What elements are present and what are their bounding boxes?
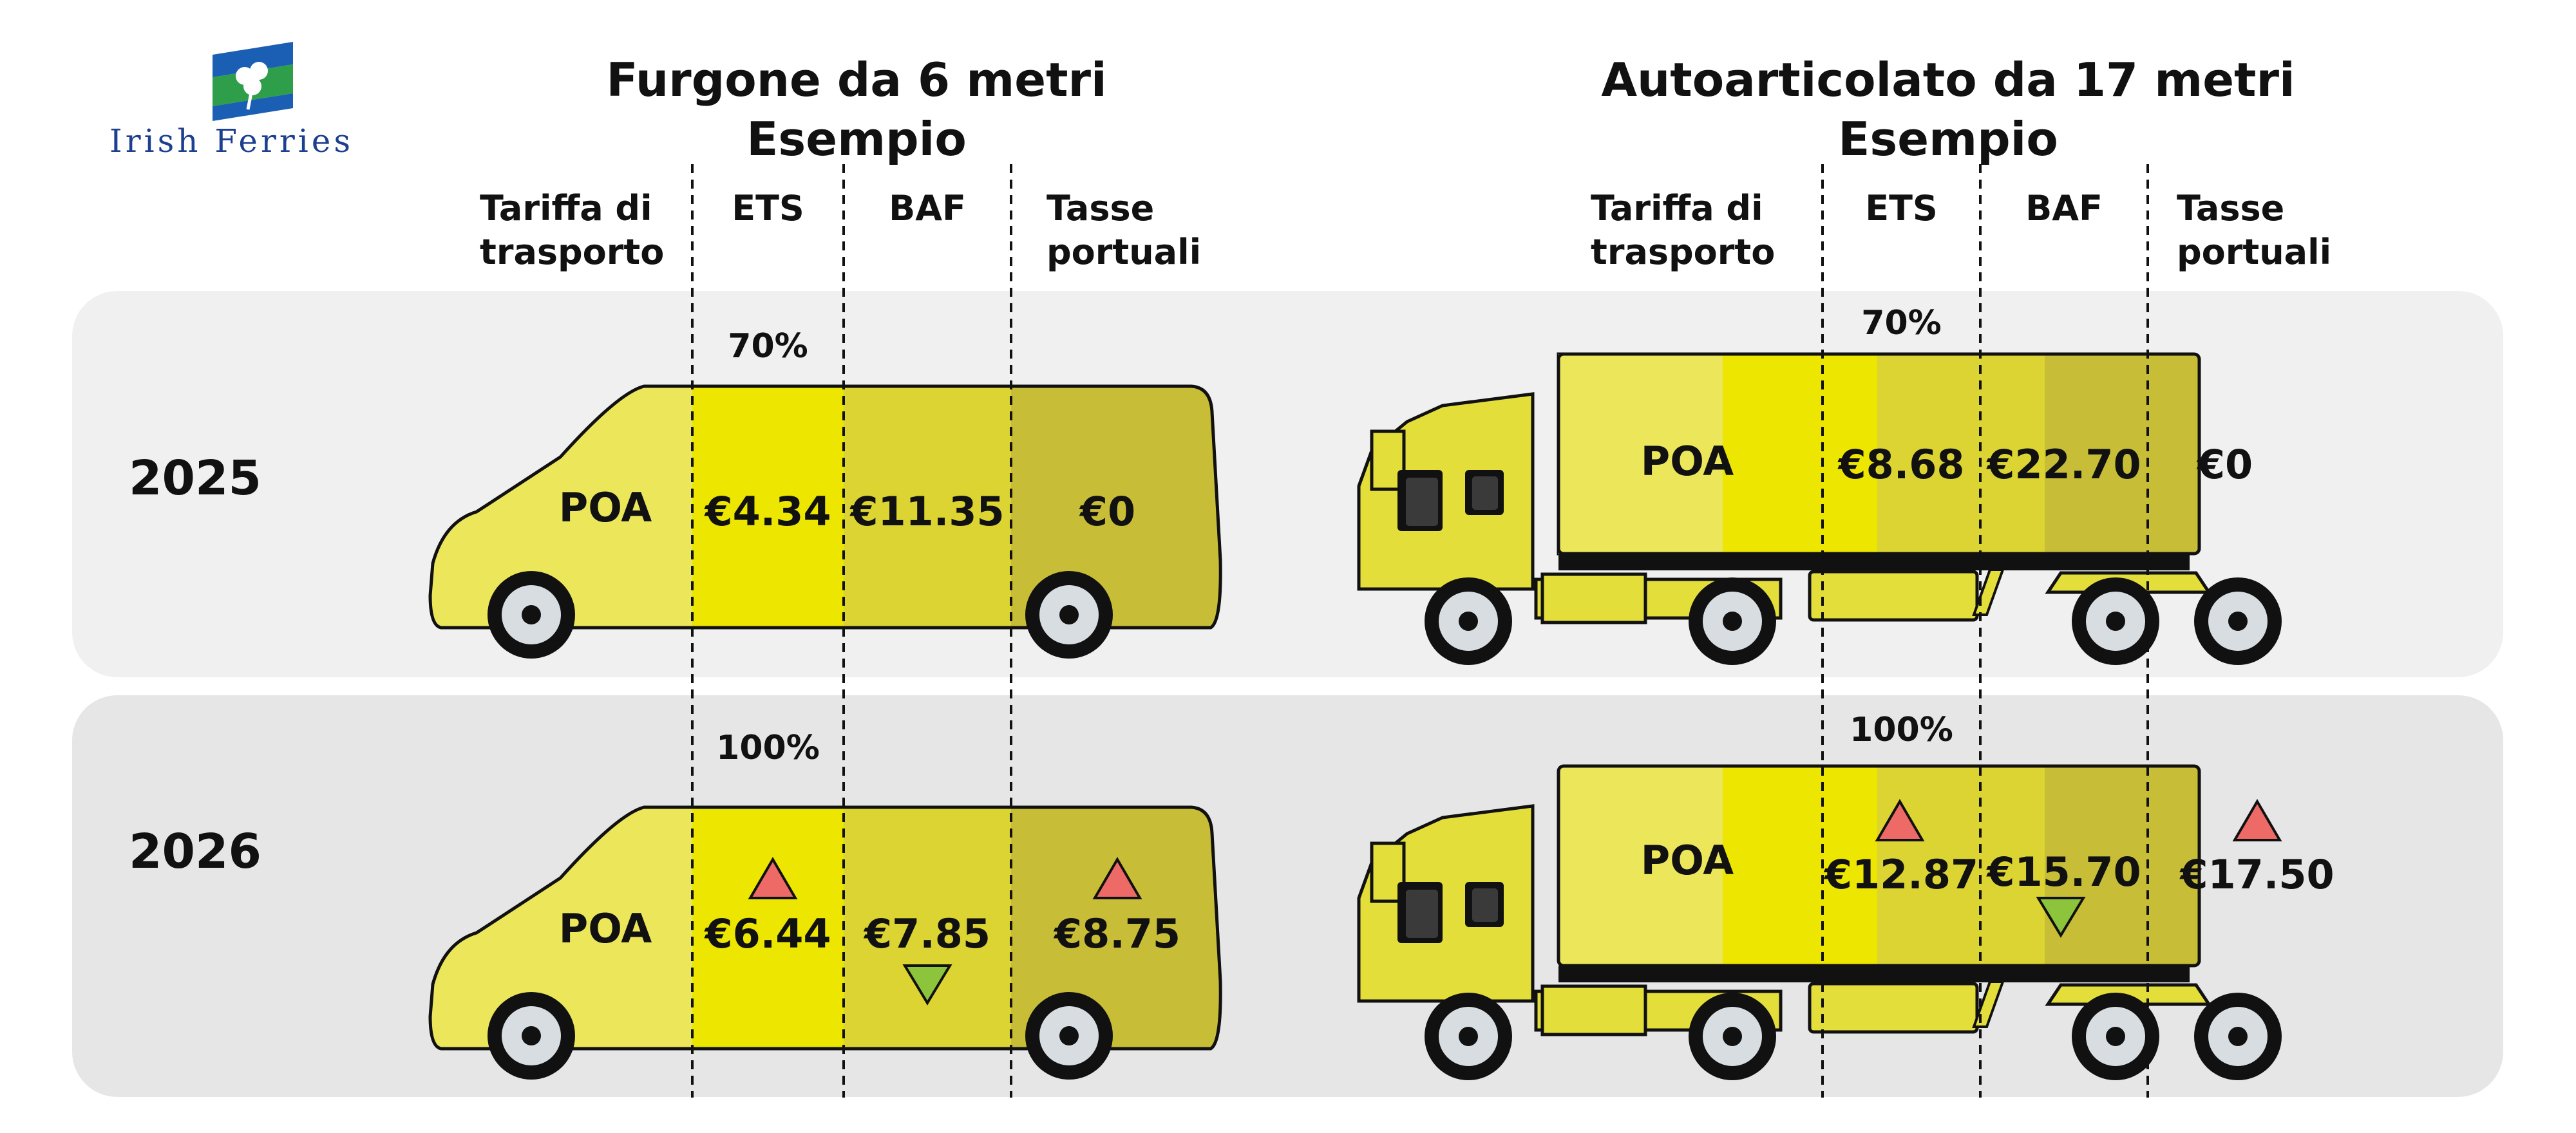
truck-2026-baf-segment — [1877, 766, 2045, 966]
truck-2025-tariffa-value: POA — [1640, 438, 1734, 485]
van-header-tasse: Tasse portuali — [1046, 188, 1202, 272]
truck-baf-down-arrow-icon — [2036, 897, 2086, 938]
truck-2026-ets-share: 100% — [1850, 711, 1953, 749]
irish-ferries-logo: Irish Ferries — [109, 122, 354, 160]
truck-ets-up-arrow-icon — [1875, 799, 1925, 841]
truck-2025-baf-segment — [1877, 354, 2045, 554]
truck-2026-tasse-value: €17.50 — [2180, 851, 2334, 898]
truck-2026-tariffa-value: POA — [1640, 837, 1734, 884]
year-2025-label: 2025 — [129, 451, 261, 506]
van-header-baf: BAF — [889, 188, 966, 229]
truck-header-tariffa: Tariffa di trasporto — [1591, 188, 1776, 272]
year-2026-label: 2026 — [129, 824, 261, 879]
van-baf-down-arrow-icon — [902, 964, 952, 1006]
truck-header-tasse: Tasse portuali — [2177, 188, 2332, 272]
van-2026-tasse-value: €8.75 — [1054, 910, 1181, 957]
irish-ferries-logo-flag-icon — [213, 42, 293, 121]
truck-2026-tasse-segment — [2045, 766, 2199, 966]
van-tasse-up-arrow-icon — [1092, 857, 1142, 899]
truck-header-ets: ETS — [1865, 188, 1938, 229]
truck-2025-ets-share: 70% — [1861, 304, 1942, 342]
van-2026-ets-share: 100% — [716, 729, 820, 767]
van-2025-tariffa-value: POA — [558, 484, 652, 531]
van-2025-ets-share: 70% — [728, 327, 808, 366]
column-dividers — [691, 164, 2149, 1098]
van-2025-baf-segment — [844, 386, 1011, 628]
truck-2025-baf-value: €22.70 — [1987, 441, 2141, 488]
truck-2025-tasse-value: €0 — [2197, 441, 2253, 488]
van-ets-up-arrow-icon — [748, 857, 798, 899]
van-2025-tasse-value: €0 — [1079, 488, 1136, 535]
van-2026-baf-value: €7.85 — [864, 910, 991, 957]
van-2025-ets-segment — [692, 386, 844, 628]
truck-header-baf: BAF — [2025, 188, 2103, 229]
van-2026-tariffa-value: POA — [558, 905, 652, 952]
truck-section-title: Autoarticolato da 17 metri Esempio — [1601, 53, 2295, 166]
truck-2026-baf-value: €15.70 — [1987, 848, 2141, 895]
truck-2025-ets-value: €8.68 — [1838, 441, 1965, 488]
truck-2025-tasse-segment — [2045, 354, 2199, 554]
van-section-title: Furgone da 6 metri Esempio — [606, 53, 1107, 166]
van-header-ets: ETS — [732, 188, 804, 229]
van-2025-ets-value: €4.34 — [705, 488, 831, 535]
truck-2026-ets-value: €12.87 — [1824, 851, 1979, 898]
truck-2025-ets-segment — [1723, 354, 1877, 554]
van-2026-ets-value: €6.44 — [705, 910, 831, 957]
van-2025-baf-value: €11.35 — [850, 488, 1005, 535]
change-arrows — [748, 799, 2282, 1006]
truck-2026-tariffa-segment — [1558, 766, 1723, 966]
truck-2025-tariffa-segment — [1558, 354, 1723, 554]
van-2026-baf-segment — [844, 807, 1011, 1049]
truck-2025 — [1357, 352, 2282, 665]
truck-tasse-up-arrow-icon — [2232, 799, 2282, 841]
van-2026-ets-segment — [692, 807, 844, 1049]
truck-2026 — [1357, 764, 2282, 1080]
truck-2026-ets-segment — [1723, 766, 1877, 966]
van-header-tariffa: Tariffa di trasporto — [480, 188, 665, 272]
van-2025 — [428, 384, 1222, 659]
